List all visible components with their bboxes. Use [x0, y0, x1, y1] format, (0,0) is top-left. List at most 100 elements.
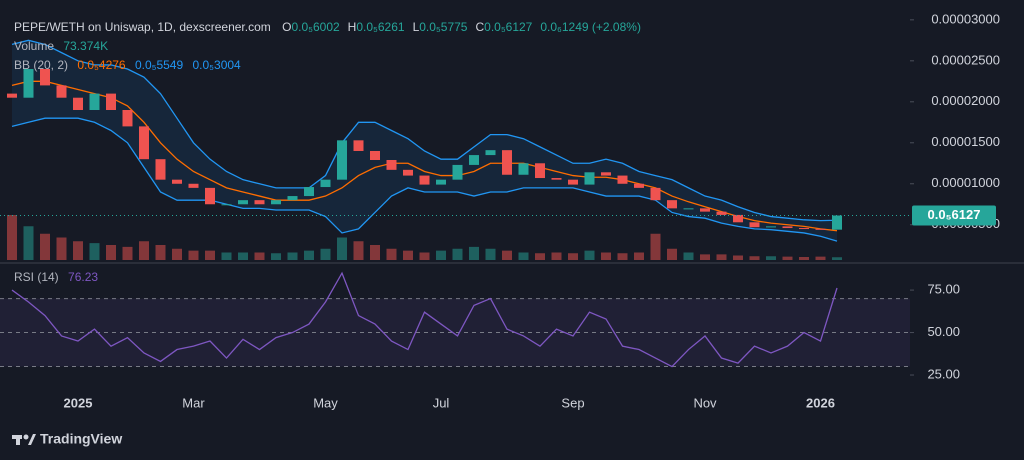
bb-lower	[11, 117, 838, 242]
volume-legend: Volume 73.374K	[14, 39, 108, 53]
candle-body	[436, 179, 446, 185]
x-tick-label: 2026	[806, 395, 835, 410]
x-tick-label: Mar	[182, 395, 205, 410]
candle-body	[320, 179, 331, 188]
ohlc-key: O	[282, 20, 291, 34]
candle-body	[799, 228, 809, 230]
candle-body	[304, 187, 314, 197]
rsi-label: RSI (14)	[14, 270, 59, 284]
rsi-line	[11, 271, 838, 368]
y-tick-label: 0.00003000	[931, 11, 1000, 26]
axis: 0.000005000.000010000.000015000.00002000…	[64, 11, 1000, 410]
candle-body	[601, 172, 611, 176]
x-tick-label: Jul	[433, 395, 450, 410]
volume-bar	[73, 241, 83, 260]
candle-body	[122, 110, 133, 127]
brand-logo	[12, 434, 36, 445]
candle-body	[832, 215, 842, 230]
ohlc-key: C	[475, 20, 484, 34]
volume-bar	[287, 252, 298, 260]
candle-body	[815, 228, 826, 230]
volume-bar	[568, 253, 578, 260]
volume-bar	[139, 241, 149, 260]
volume-bar	[221, 252, 232, 260]
bb-lower-value: 0.0₅3004	[193, 58, 242, 72]
rsi-band	[0, 298, 910, 367]
volume-bar	[122, 246, 133, 260]
volume-label: Volume	[14, 39, 54, 53]
volume-bar	[683, 252, 694, 260]
candle-body	[535, 163, 545, 179]
y-tick-label: 0.00002500	[931, 52, 1000, 67]
rsi-tick-label: 25.00	[927, 366, 960, 381]
volume-bar	[766, 256, 776, 260]
ohlc-value: 0.0₅6127	[484, 20, 533, 34]
volume-bar	[172, 248, 182, 260]
candle-body	[469, 155, 479, 165]
volume-bar	[535, 253, 545, 260]
volume-bar	[700, 254, 710, 260]
volume-bar	[386, 248, 397, 260]
candle-body	[502, 150, 512, 175]
symbol-title: PEPE/WETH on Uniswap, 1D, dexscreener.co…	[14, 20, 271, 34]
volume-bar	[271, 253, 281, 260]
volume-bar	[832, 257, 842, 260]
volume-bar	[617, 253, 628, 260]
candle-body	[89, 93, 100, 110]
candle-body	[452, 164, 463, 180]
volume-bar	[7, 215, 17, 260]
volume-bar	[749, 256, 760, 260]
volume-bar	[337, 237, 347, 260]
volume-bar	[799, 257, 809, 260]
volume-bar	[40, 233, 50, 260]
change-value: 0.0₆1249 (+2.08%)	[540, 20, 641, 34]
candle-body	[485, 150, 496, 156]
rsi-tick-label: 75.00	[927, 282, 960, 297]
volume-bar	[238, 252, 248, 260]
y-tick-label: 0.00002000	[931, 93, 1000, 108]
volume-bar	[155, 245, 166, 260]
candle-body	[7, 93, 17, 98]
volume-bar	[23, 226, 34, 260]
volume-bar	[106, 245, 116, 260]
candle-body	[139, 126, 149, 160]
x-tick-label: 2025	[64, 395, 93, 410]
candle-body	[716, 211, 727, 215]
last-price-box	[912, 205, 996, 226]
candle-body	[238, 200, 248, 205]
candle-body	[205, 187, 215, 205]
last-price-label: 0.0₅6127	[928, 207, 981, 222]
bb-fill	[12, 40, 837, 242]
volume-bar	[304, 250, 314, 260]
bb-upper-value: 0.0₅5549	[135, 58, 184, 72]
candle-body	[650, 187, 661, 201]
y-tick-label: 0.00001500	[931, 134, 1000, 149]
bb-legend: BB (20, 2) 0.0₅4276 0.0₅5549 0.0₅3004	[14, 58, 241, 72]
volume-bar	[320, 248, 331, 260]
volume-bar	[634, 252, 644, 260]
brand-name: TradingView	[40, 431, 122, 447]
candle-body	[386, 160, 397, 170]
candle-body	[370, 150, 380, 160]
candle-body	[419, 175, 430, 185]
ohlc-value: 0.0₅5775	[419, 20, 468, 34]
x-tick-label: Sep	[561, 395, 584, 410]
candle-body	[188, 183, 199, 188]
candle-body	[23, 69, 34, 98]
rsi-value: 76.23	[68, 270, 98, 284]
volume-bar	[419, 252, 430, 260]
bb-label: BB (20, 2)	[14, 58, 68, 72]
candle-body	[254, 200, 265, 205]
rsi-legend: RSI (14) 76.23	[14, 270, 98, 284]
candle-body	[353, 140, 364, 151]
volume-bar	[188, 250, 199, 260]
volume-bar	[56, 237, 67, 260]
candle-body	[749, 222, 760, 228]
ohlc-key: L	[413, 20, 420, 34]
candle-body	[73, 97, 83, 110]
volume-bar	[469, 246, 479, 260]
plot	[0, 39, 910, 368]
volume-bar	[89, 243, 100, 260]
